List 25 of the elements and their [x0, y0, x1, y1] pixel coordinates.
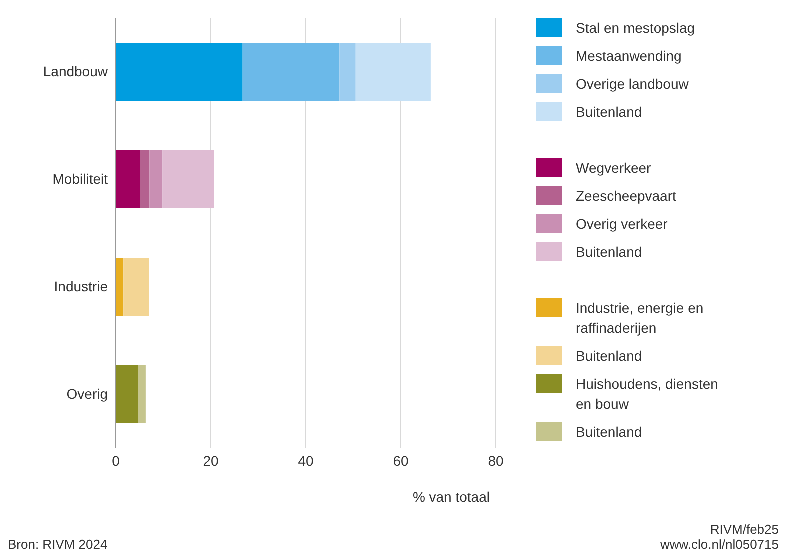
legend-label: Buitenland [576, 103, 644, 122]
legend-label: Wegverkeer [576, 159, 652, 178]
y-tick-label: Landbouw [43, 64, 109, 80]
legend-label: Buitenland [576, 243, 644, 262]
text: RIVM/feb25 [709, 522, 779, 537]
x-tick-label: 20 [203, 452, 219, 469]
x-tick-label: 60 [393, 452, 409, 469]
y-tick-label: Industrie [54, 278, 108, 295]
legend-label: Zeescheepvaart [576, 187, 678, 206]
legend-label: Industrie, energie en raffinaderijen [576, 299, 705, 338]
legend-label: Overige landbouw [576, 75, 690, 94]
legend-label: Buitenland [576, 347, 644, 366]
legend-label: Stal en mestopslag [576, 19, 696, 38]
y-tick-label: Overig [66, 386, 108, 402]
legend-label: Mestaanwending [576, 47, 683, 66]
x-tick-label: 80 [488, 452, 504, 469]
legend-label: Huishoudens, diensten en bouw [576, 375, 720, 414]
x-axis-title: % van totaal [412, 489, 490, 505]
text: Bron: RIVM 2024 [8, 537, 108, 552]
y-tick-label: Mobiliteit [52, 171, 108, 188]
legend-label: Overig verkeer [576, 215, 669, 234]
legend-label: Buitenland [576, 423, 644, 442]
x-tick-label: 0 [112, 452, 120, 469]
x-tick-label: 40 [298, 452, 314, 469]
text: www.clo.nl/nl050715 [660, 537, 779, 552]
